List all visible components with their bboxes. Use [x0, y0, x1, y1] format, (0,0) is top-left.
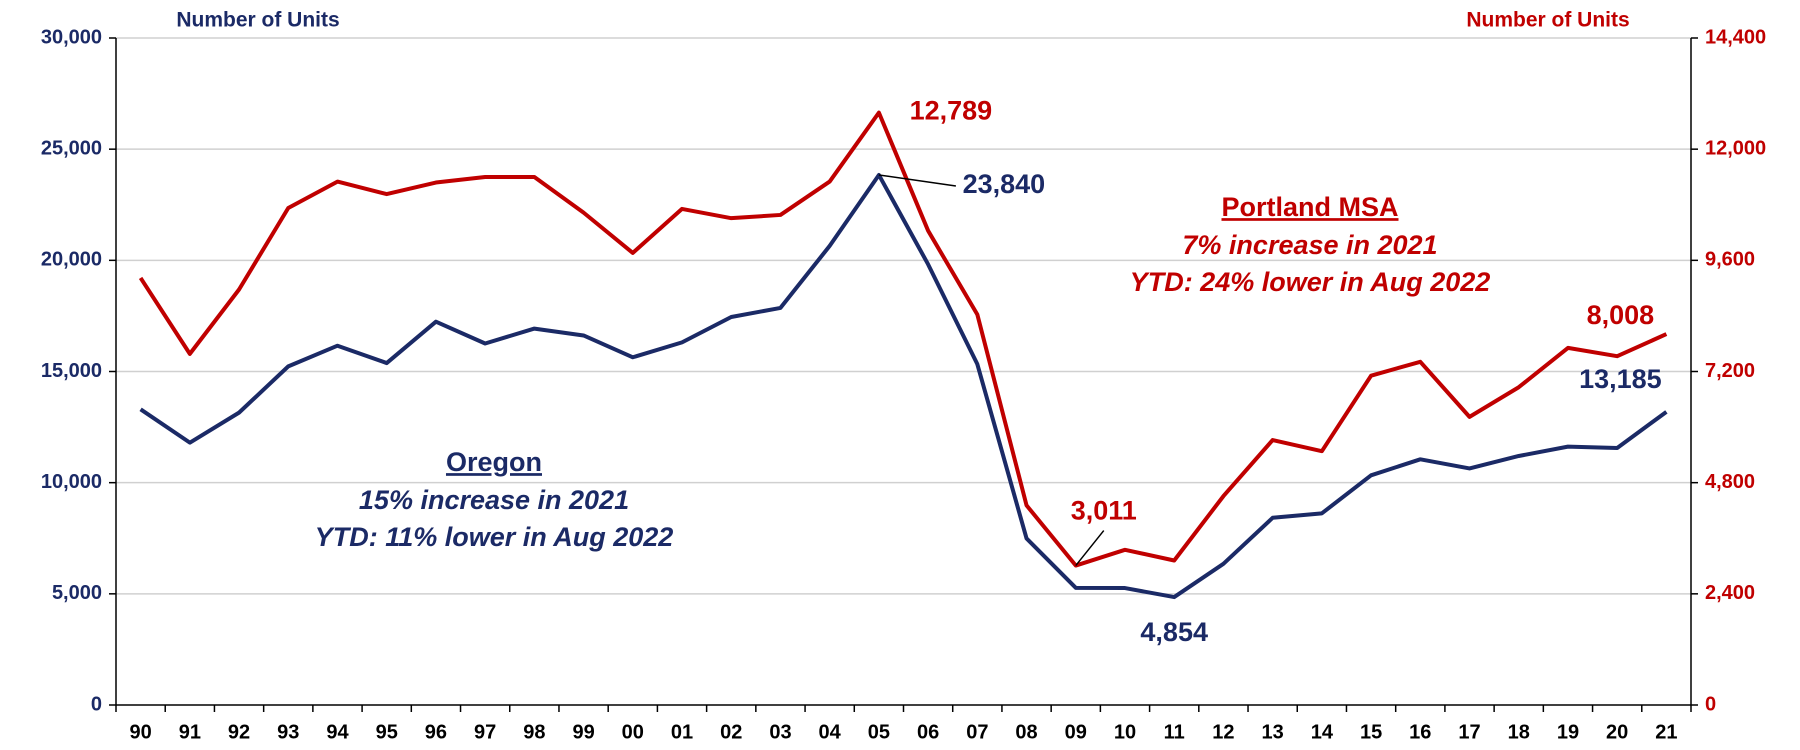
x-tick-label: 08 [1015, 721, 1037, 743]
x-tick-label: 06 [917, 721, 939, 743]
x-tick-label: 95 [376, 721, 398, 743]
x-tick-label: 01 [671, 721, 693, 743]
series-line [139, 172, 1668, 600]
x-tick-label: 04 [819, 721, 842, 743]
y-tick-label: 30,000 [41, 26, 102, 48]
x-tick-label: 90 [129, 721, 151, 743]
data-label: 3,011 [1071, 496, 1137, 526]
x-tick-label: 15 [1360, 721, 1382, 743]
x-tick-label: 10 [1114, 721, 1136, 743]
y-axis-label: Number of Units [176, 9, 339, 32]
data-label: 12,789 [910, 96, 993, 126]
y-tick-label: 10,000 [41, 471, 102, 493]
x-tick-label: 91 [179, 721, 201, 743]
y2-tick-label: 2,400 [1705, 582, 1755, 604]
y-tick-label: 20,000 [41, 249, 102, 271]
y-tick-label: 5,000 [52, 582, 102, 604]
data-label: 8,008 [1587, 300, 1655, 330]
y2-tick-label: 9,600 [1705, 249, 1755, 271]
y2-tick-label: 0 [1705, 693, 1716, 715]
series-line [138, 110, 1668, 568]
y2-tick-label: 4,800 [1705, 471, 1755, 493]
annotation-title: Oregon [446, 447, 542, 477]
leader-line [878, 174, 956, 187]
y-tick-label: 0 [91, 693, 102, 715]
x-tick-label: 17 [1458, 721, 1480, 743]
y2-tick-label: 7,200 [1705, 360, 1755, 382]
annotation-title: Portland MSA [1221, 192, 1398, 222]
annotation-line: 15% increase in 2021 [359, 485, 629, 515]
x-tick-label: 93 [277, 721, 299, 743]
y2-axis-label: Number of Units [1466, 9, 1629, 32]
x-tick-label: 96 [425, 721, 447, 743]
annotation-line: YTD: 24% lower in Aug 2022 [1130, 267, 1491, 297]
x-tick-label: 09 [1065, 721, 1087, 743]
x-tick-label: 00 [622, 721, 644, 743]
x-tick-label: 12 [1212, 721, 1234, 743]
x-tick-label: 99 [572, 721, 594, 743]
x-tick-label: 92 [228, 721, 250, 743]
data-label: 13,185 [1579, 364, 1662, 394]
x-tick-label: 07 [966, 721, 988, 743]
annotation-line: YTD: 11% lower in Aug 2022 [315, 522, 674, 552]
x-tick-label: 14 [1311, 721, 1334, 743]
y2-tick-label: 14,400 [1705, 26, 1766, 48]
x-tick-label: 11 [1164, 721, 1185, 743]
y-tick-label: 25,000 [41, 137, 102, 159]
x-tick-label: 94 [326, 721, 349, 743]
x-tick-label: 02 [720, 721, 742, 743]
y-tick-label: 15,000 [41, 360, 102, 382]
y2-tick-label: 12,000 [1705, 137, 1766, 159]
x-tick-label: 19 [1557, 721, 1579, 743]
x-tick-label: 03 [769, 721, 791, 743]
x-tick-label: 18 [1508, 721, 1530, 743]
x-tick-label: 13 [1262, 721, 1284, 743]
x-tick-label: 16 [1409, 721, 1431, 743]
x-tick-label: 98 [523, 721, 545, 743]
data-label: 4,854 [1140, 617, 1208, 647]
x-tick-label: 97 [474, 721, 496, 743]
data-label: 23,840 [963, 169, 1046, 199]
x-tick-label: 05 [868, 721, 890, 743]
annotation-line: 7% increase in 2021 [1182, 230, 1437, 260]
x-tick-label: 20 [1606, 721, 1628, 743]
x-tick-label: 21 [1655, 721, 1677, 743]
leader-line [1075, 530, 1105, 567]
